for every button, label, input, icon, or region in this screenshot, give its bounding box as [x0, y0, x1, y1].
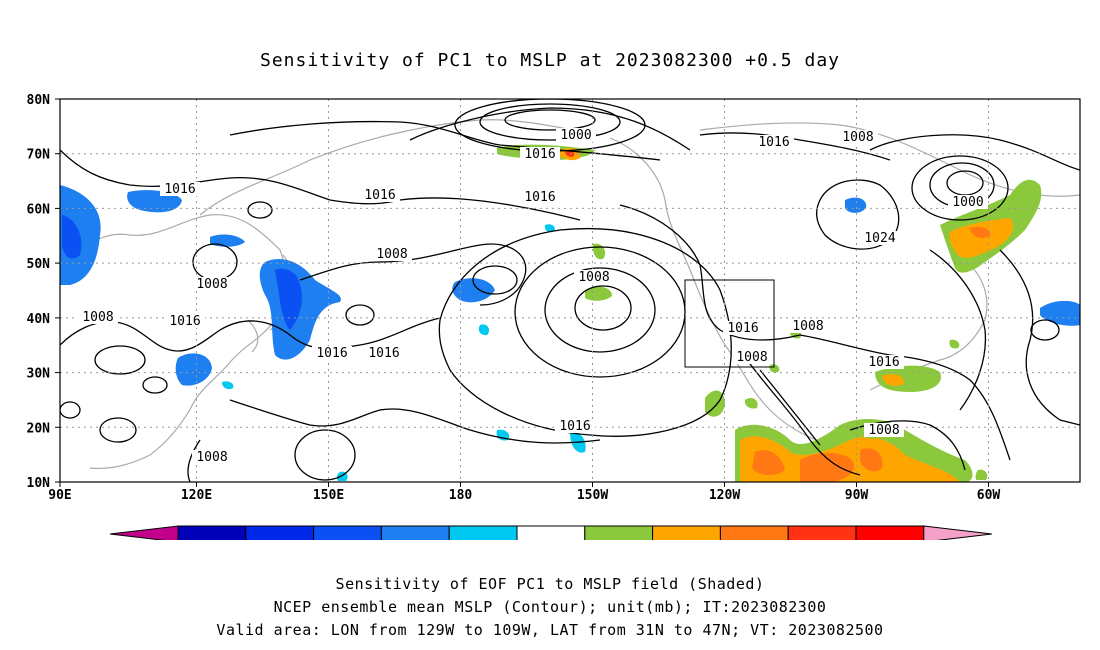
lat-tick-label: 40N: [27, 312, 51, 327]
chart-title: Sensitivity of PC1 to MSLP at 2023082300…: [259, 50, 840, 71]
lat-tick-label: 60N: [27, 202, 51, 217]
contour-label: 1008: [196, 450, 227, 465]
contour-label: 1016: [524, 190, 555, 205]
lon-tick-label: 180: [449, 488, 473, 503]
contour-label: 1008: [196, 277, 227, 292]
contour-label: 1016: [164, 182, 195, 197]
contour-label: 1008: [578, 270, 609, 285]
contour-label-bg: [364, 346, 404, 360]
contour-label-bg: [192, 277, 232, 291]
lat-tick-label: 30N: [27, 367, 51, 382]
contour-label-bg: [574, 270, 614, 284]
contour-label: 1016: [868, 355, 899, 370]
contour-label-bg: [192, 450, 232, 464]
contour-label-bg: [723, 321, 763, 335]
contour-label-bg: [555, 419, 595, 433]
contour-label-bg: [520, 147, 560, 161]
lon-tick-label: 90W: [845, 488, 869, 503]
colorbar-swatch: [313, 525, 382, 540]
map-panel: 1000 1016 1016 1008 1016 1016 1000 1016 1008 1024…: [27, 93, 1081, 540]
contour-label-bg: [864, 423, 904, 437]
contour-label: 1008: [792, 319, 823, 334]
map-frame: [59, 98, 1081, 483]
colorbar-swatch: [448, 525, 518, 540]
contour-label-bg: [165, 314, 205, 328]
contour-label-bg: [754, 135, 794, 149]
colorbar: -0.9-0.8-0.7-0.6-0.5-0.420.420.50.60.70.…: [109, 525, 992, 540]
contour-label-bg: [788, 319, 828, 333]
contour-label: 1016: [364, 188, 395, 203]
colorbar-swatch: [719, 525, 789, 540]
contour-label-bg: [732, 350, 772, 364]
lon-tick-label: 90E: [48, 488, 71, 503]
contour-label: 1016: [316, 346, 347, 361]
colorbar-swatch: [245, 525, 315, 540]
lon-tick-label: 120W: [709, 488, 740, 503]
contour-labels: 1000 1016 1016 1008 1016 1016 1000 1016 1008 1024…: [78, 128, 988, 465]
contour-label-bg: [864, 355, 904, 369]
contour-label-bg: [312, 346, 352, 360]
lon-tick-label: 120E: [181, 488, 212, 503]
contour-label: 1000: [952, 195, 983, 210]
contour-label: 1008: [376, 247, 407, 262]
lat-tick-label: 70N: [27, 148, 51, 163]
colorbar-swatch: [516, 525, 586, 540]
lat-tick-label: 10N: [27, 476, 51, 491]
contour-label: 1008: [842, 130, 873, 145]
valid-area-box: [684, 279, 775, 368]
contour-label: 1008: [868, 423, 899, 438]
contour-label-bg: [948, 195, 988, 209]
lat-tick-label: 80N: [27, 93, 51, 108]
colorbar-swatch: [177, 525, 247, 540]
contour-label-bg: [838, 130, 878, 144]
contour-label-bg: [372, 247, 412, 261]
caption-contour: NCEP ensemble mean MSLP (Contour); unit(…: [273, 598, 827, 616]
contour-label: 1016: [524, 147, 555, 162]
contour-label: 1016: [727, 321, 758, 336]
colorbar-swatch: [855, 525, 925, 540]
contour-label: 1016: [169, 314, 200, 329]
contour-label: 1016: [368, 346, 399, 361]
gridlines: [60, 99, 1080, 482]
lat-tick-label: 50N: [27, 257, 51, 272]
lon-tick-label: 150E: [313, 488, 344, 503]
lon-tick-label: 150W: [577, 488, 608, 503]
contour-label-bg: [360, 188, 400, 202]
colorbar-swatch: [652, 525, 721, 540]
contour-label: 1008: [736, 350, 767, 365]
longitude-axis: 90E 120E 150E 180 150W 120W 90W 60W: [48, 482, 1000, 503]
contour-label-bg: [520, 190, 560, 204]
caption-valid-area: Valid area: LON from 129W to 109W, LAT f…: [216, 621, 884, 639]
lat-tick-label: 20N: [27, 421, 51, 436]
contour-label: 1016: [559, 419, 590, 434]
sensitivity-shading: [60, 144, 1080, 482]
latitude-axis: 80N 70N 60N 50N 40N 30N 20N 10N: [27, 93, 60, 491]
colorbar-arrow-right: [923, 525, 992, 540]
colorbar-swatch: [380, 525, 450, 540]
contour-label: 1016: [758, 135, 789, 150]
caption-shading: Sensitivity of EOF PC1 to MSLP field (Sh…: [335, 575, 765, 593]
contour-label-bg: [78, 310, 118, 324]
colorbar-swatch: [787, 525, 857, 540]
lon-tick-label: 60W: [977, 488, 1001, 503]
contour-label: 1024: [864, 231, 895, 246]
contour-label-bg: [556, 128, 596, 142]
colorbar-arrow-left: [109, 525, 179, 540]
contour-label-bg: [160, 182, 200, 196]
contour-label: 1008: [82, 310, 113, 325]
contour-label: 1000: [560, 128, 591, 143]
contour-label-bg: [860, 231, 900, 245]
colorbar-swatch: [584, 525, 654, 540]
